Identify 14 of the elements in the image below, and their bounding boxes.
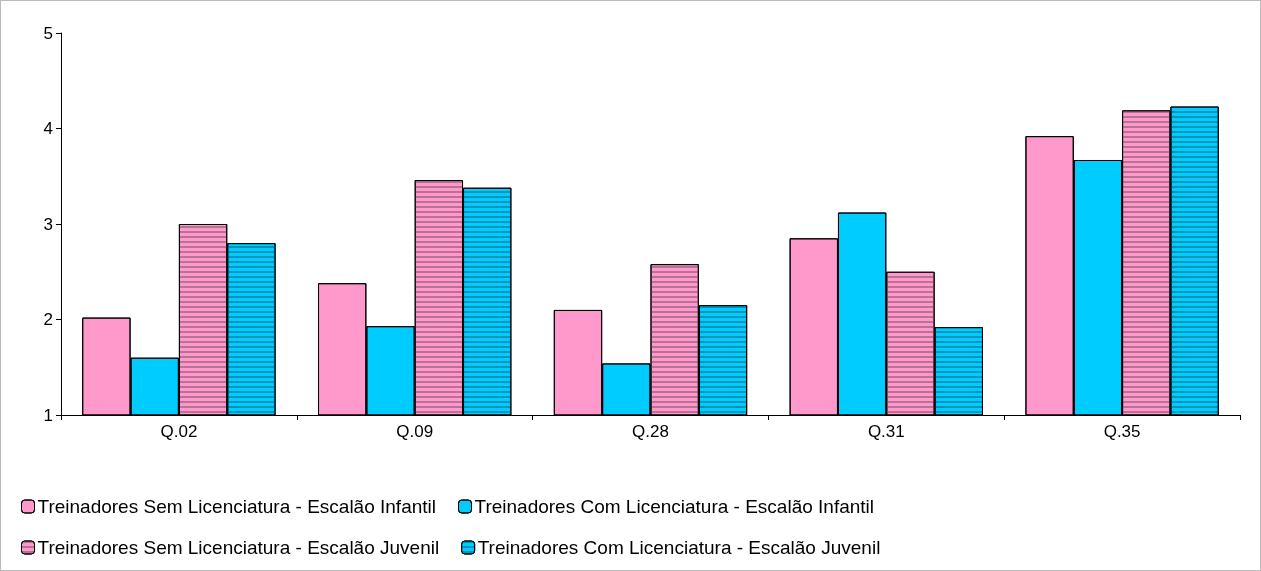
legend-label: Treinadores Com Licenciatura - Escalão Infantil xyxy=(474,496,875,517)
y-tick-label: 1 xyxy=(43,405,53,425)
legend-label: Treinadores Com Licenciatura - Escalão Juvenil xyxy=(477,537,881,558)
y-tick-label: 5 xyxy=(43,23,53,43)
y-tick-label: 4 xyxy=(43,119,53,138)
x-tick-label: Q.02 xyxy=(160,422,198,441)
x-tick-label: Q.31 xyxy=(867,422,905,441)
legend-label: Treinadores Sem Licenciatura - Escalão Juvenil xyxy=(37,537,440,558)
legend-label: Treinadores Sem Licenciatura - Escalão Infantil xyxy=(37,496,436,517)
y-tick-label: 3 xyxy=(43,214,53,234)
x-tick-label: Q.28 xyxy=(632,422,669,441)
x-tick-label: Q.09 xyxy=(396,422,434,441)
y-tick-label: 2 xyxy=(43,310,53,329)
x-tick-label: Q.35 xyxy=(1103,422,1141,441)
